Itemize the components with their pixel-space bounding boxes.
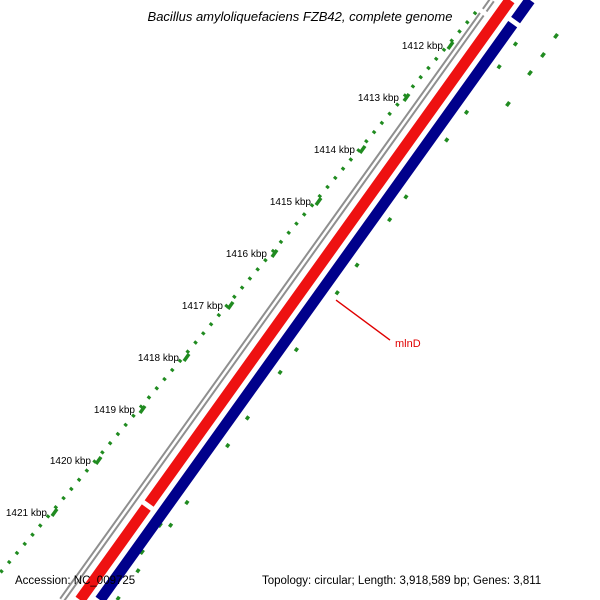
accession-text: Accession: NC_009725 bbox=[15, 575, 135, 587]
reverse-strand-band bbox=[95, 0, 535, 600]
tick-label: 1414 kbp bbox=[314, 145, 356, 156]
gene-annotation-leader-line bbox=[335, 299, 391, 341]
feature-dash bbox=[139, 548, 145, 556]
feature-dash bbox=[527, 69, 533, 77]
gene-annotation-label: mlnD bbox=[395, 338, 421, 350]
major-tick bbox=[138, 404, 147, 415]
major-ticks bbox=[50, 40, 455, 518]
tick-label: 1421 kbp bbox=[6, 508, 48, 519]
major-tick bbox=[94, 455, 103, 466]
major-tick bbox=[402, 92, 411, 103]
forward-strand-band bbox=[75, 0, 515, 600]
tick-label: 1416 kbp bbox=[226, 249, 268, 260]
tick-label: 1412 kbp bbox=[402, 41, 444, 52]
outer-feature-tick-row bbox=[115, 0, 549, 600]
feature-dash bbox=[505, 100, 511, 108]
backbone-gap bbox=[476, 6, 490, 18]
major-tick bbox=[50, 507, 59, 518]
major-tick bbox=[226, 300, 235, 311]
genome-summary-text: Topology: circular; Length: 3,918,589 bp… bbox=[262, 575, 541, 587]
major-tick bbox=[182, 352, 191, 363]
tick-label: 1420 kbp bbox=[50, 456, 92, 467]
major-tick bbox=[270, 248, 279, 259]
major-tick bbox=[358, 144, 367, 155]
tick-label: 1419 kbp bbox=[94, 405, 136, 416]
tick-label: 1413 kbp bbox=[358, 93, 400, 104]
feature-dash bbox=[553, 32, 559, 40]
forward-strand-gene-gap bbox=[139, 498, 155, 512]
minor-tick-row bbox=[0, 10, 478, 576]
tick-labels: 1412 kbp 1413 kbp 1414 kbp 1415 kbp 1416… bbox=[6, 41, 444, 519]
backbone-core-highlight bbox=[60, 0, 494, 600]
figure-title: Bacillus amyloliquefaciens FZB42, comple… bbox=[148, 9, 453, 24]
outer-feature-dashes bbox=[139, 32, 559, 556]
reverse-strand-gene-gap bbox=[506, 15, 522, 29]
major-tick bbox=[446, 40, 455, 51]
tick-label: 1415 kbp bbox=[270, 197, 312, 208]
tick-label: 1417 kbp bbox=[182, 301, 224, 312]
tick-label: 1418 kbp bbox=[138, 353, 180, 364]
major-tick bbox=[314, 196, 323, 207]
feature-dash bbox=[540, 51, 546, 59]
